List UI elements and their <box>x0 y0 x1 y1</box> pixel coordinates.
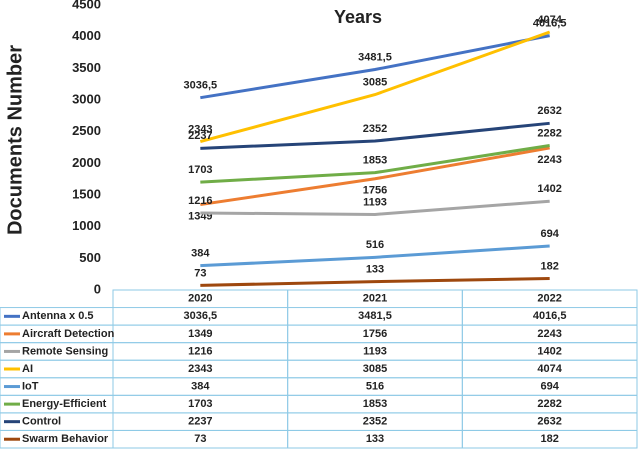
series-line <box>200 146 550 207</box>
y-tick-label: 2500 <box>72 123 101 138</box>
y-axis-label: Documents Number <box>4 45 26 235</box>
legend-label: Control <box>22 416 61 428</box>
series-line <box>200 121 550 150</box>
y-tick-label: 4000 <box>72 28 101 43</box>
series-line <box>200 143 550 184</box>
y-tick-label: 1500 <box>72 186 101 201</box>
data-label: 1853 <box>363 155 387 167</box>
legend-label: Energy-Efficient <box>22 398 107 410</box>
data-label: 182 <box>540 260 558 272</box>
y-tick-label: 3000 <box>72 91 101 106</box>
table-value: 73 <box>194 433 206 445</box>
data-label: 694 <box>540 228 559 240</box>
table-value: 1193 <box>363 345 387 357</box>
table-value: 182 <box>540 433 558 445</box>
y-tick-label: 3500 <box>72 60 101 75</box>
data-label: 2237 <box>188 130 212 142</box>
y-tick-label: 4500 <box>72 0 101 11</box>
data-label: 2243 <box>537 154 561 166</box>
y-tick-label: 1000 <box>72 218 101 233</box>
table-value: 694 <box>540 380 559 392</box>
data-label: 133 <box>366 263 384 275</box>
data-label: 3085 <box>363 77 387 89</box>
series-line <box>200 244 550 268</box>
data-label: 4016,5 <box>533 18 567 30</box>
table-value: 1853 <box>363 398 387 410</box>
y-tick-label: 500 <box>79 250 101 265</box>
legend-label: Remote Sensing <box>22 345 108 357</box>
table-value: 3085 <box>363 363 387 375</box>
table-value: 2282 <box>537 398 561 410</box>
y-tick-label: 0 <box>94 281 101 296</box>
data-label: 3481,5 <box>358 51 392 63</box>
table-value: 133 <box>366 433 384 445</box>
chart-title: Years <box>334 7 382 27</box>
legend-label: Aircraft Detection <box>22 328 115 340</box>
x-tick-label: 2021 <box>363 293 387 305</box>
series-line <box>200 34 550 100</box>
data-label: 384 <box>191 248 210 260</box>
data-label: 1193 <box>363 196 387 208</box>
table-value: 1703 <box>188 398 212 410</box>
table-value: 1216 <box>188 345 212 357</box>
data-label: 4074 <box>537 14 562 26</box>
data-label: 2282 <box>537 127 561 139</box>
x-tick-label: 2022 <box>537 293 561 305</box>
legend-label: Antenna x 0.5 <box>22 310 94 322</box>
series-line <box>200 199 550 216</box>
table-value: 2632 <box>537 416 561 428</box>
table-value: 1349 <box>188 328 212 340</box>
data-label: 1216 <box>188 195 212 207</box>
legend-label: IoT <box>22 380 39 392</box>
x-tick-label: 2020 <box>188 293 212 305</box>
data-label: 1703 <box>188 164 212 176</box>
data-label: 2632 <box>537 105 561 117</box>
data-label: 1756 <box>363 185 387 197</box>
legend-label: AI <box>22 363 33 375</box>
table-value: 1756 <box>363 328 387 340</box>
table-value: 4074 <box>537 363 562 375</box>
data-label: 1402 <box>537 183 561 195</box>
table-value: 4016,5 <box>533 310 567 322</box>
table-value: 1402 <box>537 345 561 357</box>
table-value: 2243 <box>537 328 561 340</box>
y-tick-label: 2000 <box>72 155 101 170</box>
legend-label: Swarm Behavior <box>22 433 109 445</box>
data-label: 3036,5 <box>184 80 218 92</box>
table-value: 2343 <box>188 363 212 375</box>
table-value: 2237 <box>188 416 212 428</box>
data-label: 516 <box>366 239 384 251</box>
series-line <box>199 30 551 144</box>
table-value: 516 <box>366 380 384 392</box>
table-value: 3036,5 <box>184 310 218 322</box>
table-value: 384 <box>191 380 210 392</box>
data-label: 2343 <box>188 124 212 136</box>
data-label: 2352 <box>363 123 387 135</box>
table-value: 3481,5 <box>358 310 392 322</box>
data-label: 73 <box>194 267 206 279</box>
table-row <box>0 429 638 449</box>
table-value: 2352 <box>363 416 387 428</box>
series-line <box>200 276 550 287</box>
